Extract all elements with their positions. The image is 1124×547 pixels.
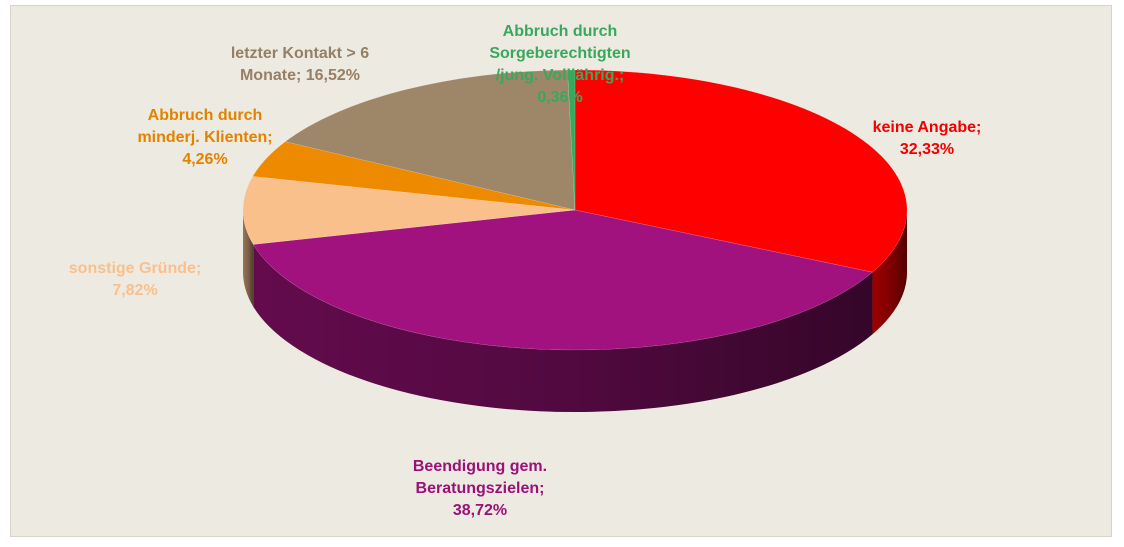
category-label: Beendigung gem. Beratungszielen; [412,458,548,497]
value-label: 38,72% [452,502,508,519]
data-label: letzter Kontakt > 6 Monate; 16,52% [200,43,400,87]
value-label: 7,82% [112,282,158,299]
value-label: 0,36% [537,89,583,106]
pie-side-shade [243,210,254,307]
category-label: sonstige Gründe; [68,260,202,277]
pie-slice [284,69,576,211]
value-label: 16,52% [305,67,361,84]
category-label: keine Angabe; [872,119,982,136]
pie-slice [252,209,873,351]
category-label: Abbruch durch Sorgeberechtigten /jung. V… [489,23,631,84]
value-label: 4,26% [182,151,228,168]
pie-side-shade [253,244,873,412]
category-label: letzter Kontakt > 6 Monate; [230,45,370,84]
data-label: keine Angabe; 32,33% [857,117,997,161]
pie-slice [252,141,576,211]
category-label: Abbruch durch minderj. Klienten; [137,107,273,146]
data-label: Abbruch durch minderj. Klienten; 4,26% [118,105,293,171]
pie-slice [242,176,576,245]
pie-slice [574,69,908,273]
value-label: 32,33% [899,141,955,158]
data-label: Abbruch durch Sorgeberechtigten /jung. V… [473,21,648,109]
pie-side-shade [872,210,908,335]
data-label: Beendigung gem. Beratungszielen; 38,72% [395,456,565,522]
pie-slice [567,69,576,211]
data-label: sonstige Gründe; 7,82% [55,258,215,302]
